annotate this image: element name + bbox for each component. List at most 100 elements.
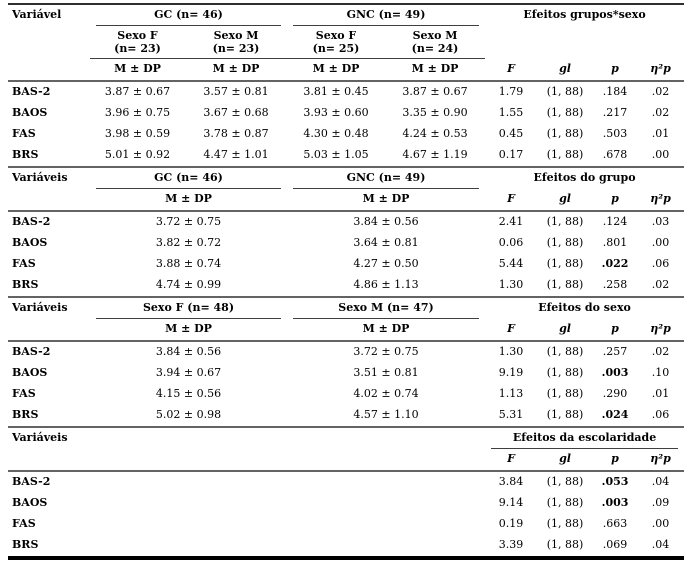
cell-p: .678 xyxy=(593,145,638,168)
cell-f: 1.79 xyxy=(498,85,524,98)
stat-header-f: F xyxy=(485,319,538,342)
group-header-gnc: GNC (n= 49) xyxy=(287,4,485,26)
cell-p: .258 xyxy=(593,275,638,298)
cell-eta: .10 xyxy=(651,366,670,379)
cell-p: .022 xyxy=(601,257,629,270)
cell-eta: .06 xyxy=(637,405,685,428)
cell-gl: (1, 88) xyxy=(537,145,594,168)
table-row: BAS-2 3.84 (1, 88) .053 .04 xyxy=(8,471,684,493)
cell-eta: .04 xyxy=(651,475,670,488)
cell-f: 9.19 xyxy=(498,366,524,379)
effects-header-group: Efeitos do grupo xyxy=(533,171,636,184)
cell-p: .024 xyxy=(593,405,638,428)
cell-gl: (1, 88) xyxy=(537,405,594,428)
header-row: Variáveis Sexo F (n= 48) Sexo M (n= 47) … xyxy=(8,297,684,319)
m-dp-header: M ± DP xyxy=(185,58,287,82)
cell: 4.02 ± 0.74 xyxy=(353,387,419,400)
row-label: BAOS xyxy=(12,496,48,509)
subgroup-header-gc-f: Sexo F (n= 23) xyxy=(90,26,185,59)
m-dp-header: M ± DP xyxy=(90,189,287,212)
cell-gl: (1, 88) xyxy=(546,366,584,379)
cell-p: .217 xyxy=(602,106,628,119)
cell-gl: (1, 88) xyxy=(546,475,584,488)
cell-gl: (1, 88) xyxy=(546,257,584,270)
group-header-gnc: GNC (n= 49) xyxy=(287,167,485,189)
cell: 4.15 ± 0.56 xyxy=(155,387,222,400)
row-label: FAS xyxy=(12,257,36,270)
stat-header-p: p xyxy=(593,58,638,82)
cell: 3.87 ± 0.67 xyxy=(402,85,468,98)
row-label: BAOS xyxy=(12,236,48,249)
cell-p: .124 xyxy=(602,215,628,228)
row-label: BRS xyxy=(8,275,90,298)
cell-gl: (1, 88) xyxy=(546,496,584,509)
stat-header-eta: η²p xyxy=(637,319,685,342)
cell: 3.98 ± 0.59 xyxy=(104,127,171,140)
section-group-sex-interaction: Variável GC (n= 46) GNC (n= 49) Efeitos … xyxy=(8,4,685,168)
cell: 4.86 ± 1.13 xyxy=(287,275,486,298)
table-row: BAOS 9.14 (1, 88) .003 .09 xyxy=(8,493,684,514)
section-group-effects: Variáveis GC (n= 46) GNC (n= 49) Efeitos… xyxy=(8,167,685,298)
stat-header-gl: gl xyxy=(537,189,594,212)
stat-header-f: F xyxy=(485,449,538,472)
cell: 3.81 ± 0.45 xyxy=(303,85,369,98)
row-label: BAS-2 xyxy=(12,345,51,358)
measure-header-row: M ± DP M ± DP M ± DP M ± DP F gl p η²p xyxy=(8,58,685,82)
cell: 3.57 ± 0.81 xyxy=(203,85,269,98)
row-label: BAS-2 xyxy=(12,85,51,98)
cell: 4.47 ± 1.01 xyxy=(185,145,287,168)
effects-header-schooling: Efeitos da escolaridade xyxy=(485,427,684,449)
table-row: BAOS 3.94 ± 0.67 3.51 ± 0.81 9.19 (1, 88… xyxy=(8,363,684,384)
cell-eta: .04 xyxy=(651,538,670,551)
cell-p: .184 xyxy=(602,85,628,98)
cell-gl: (1, 88) xyxy=(546,387,584,400)
cell-gl: (1, 88) xyxy=(546,127,584,140)
stat-header-p: p xyxy=(593,449,638,472)
cell-p: .503 xyxy=(602,127,628,140)
m-dp-header: M ± DP xyxy=(287,189,486,212)
cell: 3.96 ± 0.75 xyxy=(104,106,171,119)
cell-f: 5.44 xyxy=(498,257,524,270)
cell-f: 1.30 xyxy=(498,345,524,358)
cell: 4.67 ± 1.19 xyxy=(385,145,486,168)
row-label: BRS xyxy=(8,405,90,428)
cell: 4.27 ± 0.50 xyxy=(353,257,419,270)
cell-eta: .01 xyxy=(651,387,670,400)
measure-header-row: M ± DP M ± DP F gl p η²p xyxy=(8,189,685,212)
cell-eta: .02 xyxy=(637,275,685,298)
cell: 4.74 ± 0.99 xyxy=(90,275,287,298)
stat-header-eta: η²p xyxy=(637,189,685,212)
cell-gl: (1, 88) xyxy=(546,215,584,228)
group-header-sexo-m: Sexo M (n= 47) xyxy=(287,297,485,319)
cell: 3.72 ± 0.75 xyxy=(155,215,222,228)
m-dp-header: M ± DP xyxy=(287,319,486,342)
cell-f: 0.19 xyxy=(498,517,524,530)
cell-f: 3.39 xyxy=(498,538,524,551)
header-row: Variáveis GC (n= 46) GNC (n= 49) Efeitos… xyxy=(8,167,684,189)
cell: 3.94 ± 0.67 xyxy=(155,366,222,379)
table-row: FAS 3.88 ± 0.74 4.27 ± 0.50 5.44 (1, 88)… xyxy=(8,254,684,275)
cell-p: .003 xyxy=(601,496,629,509)
table-row: BRS 4.74 ± 0.99 4.86 ± 1.13 1.30 (1, 88)… xyxy=(8,275,685,298)
cell-f: 5.31 xyxy=(485,405,538,428)
table-row: BAOS 3.96 ± 0.75 3.67 ± 0.68 3.93 ± 0.60… xyxy=(8,103,684,124)
cell-eta: .00 xyxy=(651,236,670,249)
cell: 4.30 ± 0.48 xyxy=(303,127,369,140)
cell-eta: .02 xyxy=(651,85,670,98)
cell-eta: .06 xyxy=(651,257,670,270)
column-header-variable: Variáveis xyxy=(12,301,68,314)
stat-header-eta: η²p xyxy=(637,58,685,82)
subgroup-header-gc-m: Sexo M (n= 23) xyxy=(185,26,287,59)
measure-header-row: F gl p η²p xyxy=(8,449,685,472)
table-row: BRS 5.02 ± 0.98 4.57 ± 1.10 5.31 (1, 88)… xyxy=(8,405,685,428)
cell-f: 3.84 xyxy=(498,475,524,488)
stat-header-eta: η²p xyxy=(637,449,685,472)
m-dp-header: M ± DP xyxy=(287,58,385,82)
row-label: BAOS xyxy=(12,106,48,119)
cell-f: 1.30 xyxy=(485,275,538,298)
cell: 3.84 ± 0.56 xyxy=(353,215,419,228)
table-row: FAS 4.15 ± 0.56 4.02 ± 0.74 1.13 (1, 88)… xyxy=(8,384,684,405)
cell-gl: (1, 88) xyxy=(546,517,584,530)
cell: 3.93 ± 0.60 xyxy=(303,106,369,119)
